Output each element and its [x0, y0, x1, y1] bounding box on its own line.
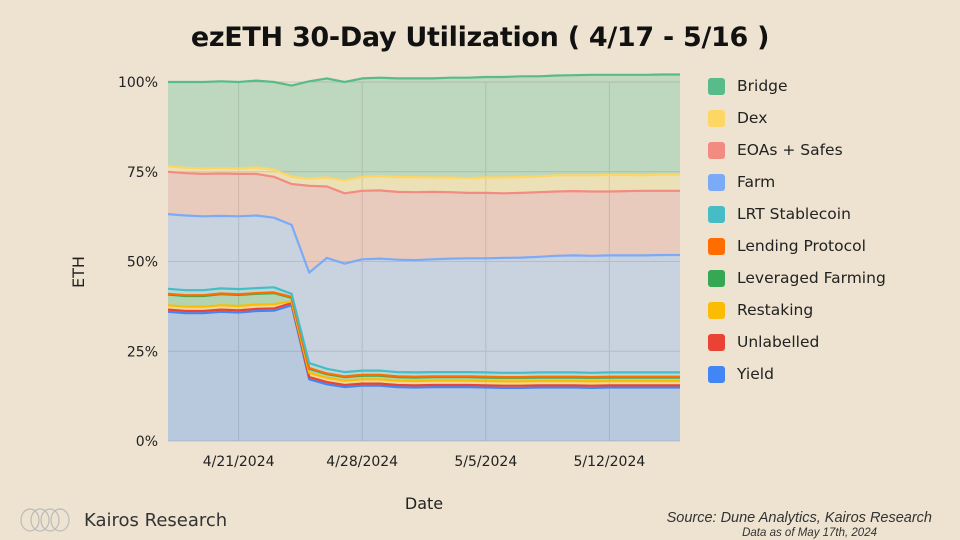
x-tick-label: 4/28/2024 [326, 454, 398, 470]
axis-tick-labels: 0% 25% 50% 75% 100% 4/21/2024 4/28/2024 5/5/202… [118, 75, 645, 470]
line-lrt-stablecoin [167, 286, 680, 374]
legend-item-yield: Yield [708, 358, 886, 390]
legend-swatch [708, 333, 725, 351]
series-lines [167, 73, 680, 389]
brand-name: Kairos Research [84, 509, 228, 531]
kairos-logo-icon [20, 508, 70, 532]
line-yield [167, 304, 680, 389]
area-yield [168, 305, 680, 441]
line-farm [167, 213, 680, 274]
line-lending-protocol [167, 291, 680, 379]
legend-swatch [708, 301, 725, 319]
legend-swatch [708, 109, 725, 127]
area-eoas-safes [168, 171, 680, 273]
x-tick-label: 5/5/2024 [454, 454, 517, 470]
legend-label: Yield [737, 365, 774, 383]
legend-swatch [708, 141, 725, 159]
chart-title: ezETH 30-Day Utilization ( 4/17 - 5/16 ) [190, 22, 770, 53]
brand: Kairos Research [18, 507, 227, 533]
y-tick-label: 0% [136, 434, 158, 450]
y-tick-label: 50% [127, 255, 158, 271]
legend-item-dex: Dex [708, 102, 886, 134]
area-farm [168, 214, 680, 373]
legend-label: Lending Protocol [737, 237, 866, 255]
legend-label: LRT Stablecoin [737, 205, 851, 223]
legend-label: EOAs + Safes [737, 141, 843, 159]
line-eoas-safes [167, 170, 680, 195]
legend-item-farm: Farm [708, 166, 886, 198]
area-dex [168, 166, 680, 194]
legend-label: Farm [737, 173, 776, 191]
line-unlabelled [167, 302, 680, 387]
data-date-text: Data as of May 17th, 2024 [742, 527, 877, 539]
legend-swatch [708, 205, 725, 223]
y-tick-label: 75% [127, 165, 158, 181]
legend-item-restaking: Restaking [708, 294, 886, 326]
legend-swatch [708, 237, 725, 255]
legend-item-unlabelled: Unlabelled [708, 326, 886, 358]
legend-item-leveraged-farming: Leveraged Farming [708, 262, 886, 294]
y-tick-label: 100% [118, 75, 158, 91]
legend-swatch [708, 365, 725, 383]
line-dex [167, 165, 680, 182]
legend-label: Restaking [737, 301, 814, 319]
legend-item-lending-protocol: Lending Protocol [708, 230, 886, 262]
legend-item-lrt-stablecoin: LRT Stablecoin [708, 198, 886, 230]
line-restaking [167, 300, 680, 383]
area-bridge [168, 74, 680, 181]
source-text: Source: Dune Analytics, Kairos Research [666, 510, 932, 526]
y-tick-label: 25% [127, 344, 158, 360]
legend: Bridge Dex EOAs + Safes Farm LRT Stablecoin L… [708, 70, 886, 390]
legend-label: Dex [737, 109, 768, 127]
legend-item-eoas-safes: EOAs + Safes [708, 134, 886, 166]
x-axis-label: Date [405, 494, 443, 513]
legend-swatch [708, 269, 725, 287]
legend-swatch [708, 173, 725, 191]
legend-swatch [708, 77, 725, 95]
area-leveraged-farming [168, 293, 680, 382]
y-axis-label: ETH [69, 256, 88, 288]
legend-item-bridge: Bridge [708, 70, 886, 102]
line-bridge [168, 73, 680, 87]
x-tick-label: 5/12/2024 [573, 454, 645, 470]
legend-label: Leveraged Farming [737, 269, 886, 287]
source-note: Source: Dune Analytics, Kairos Research … [667, 510, 932, 539]
legend-label: Unlabelled [737, 333, 820, 351]
x-tick-label: 4/21/2024 [203, 454, 275, 470]
legend-label: Bridge [737, 77, 788, 95]
